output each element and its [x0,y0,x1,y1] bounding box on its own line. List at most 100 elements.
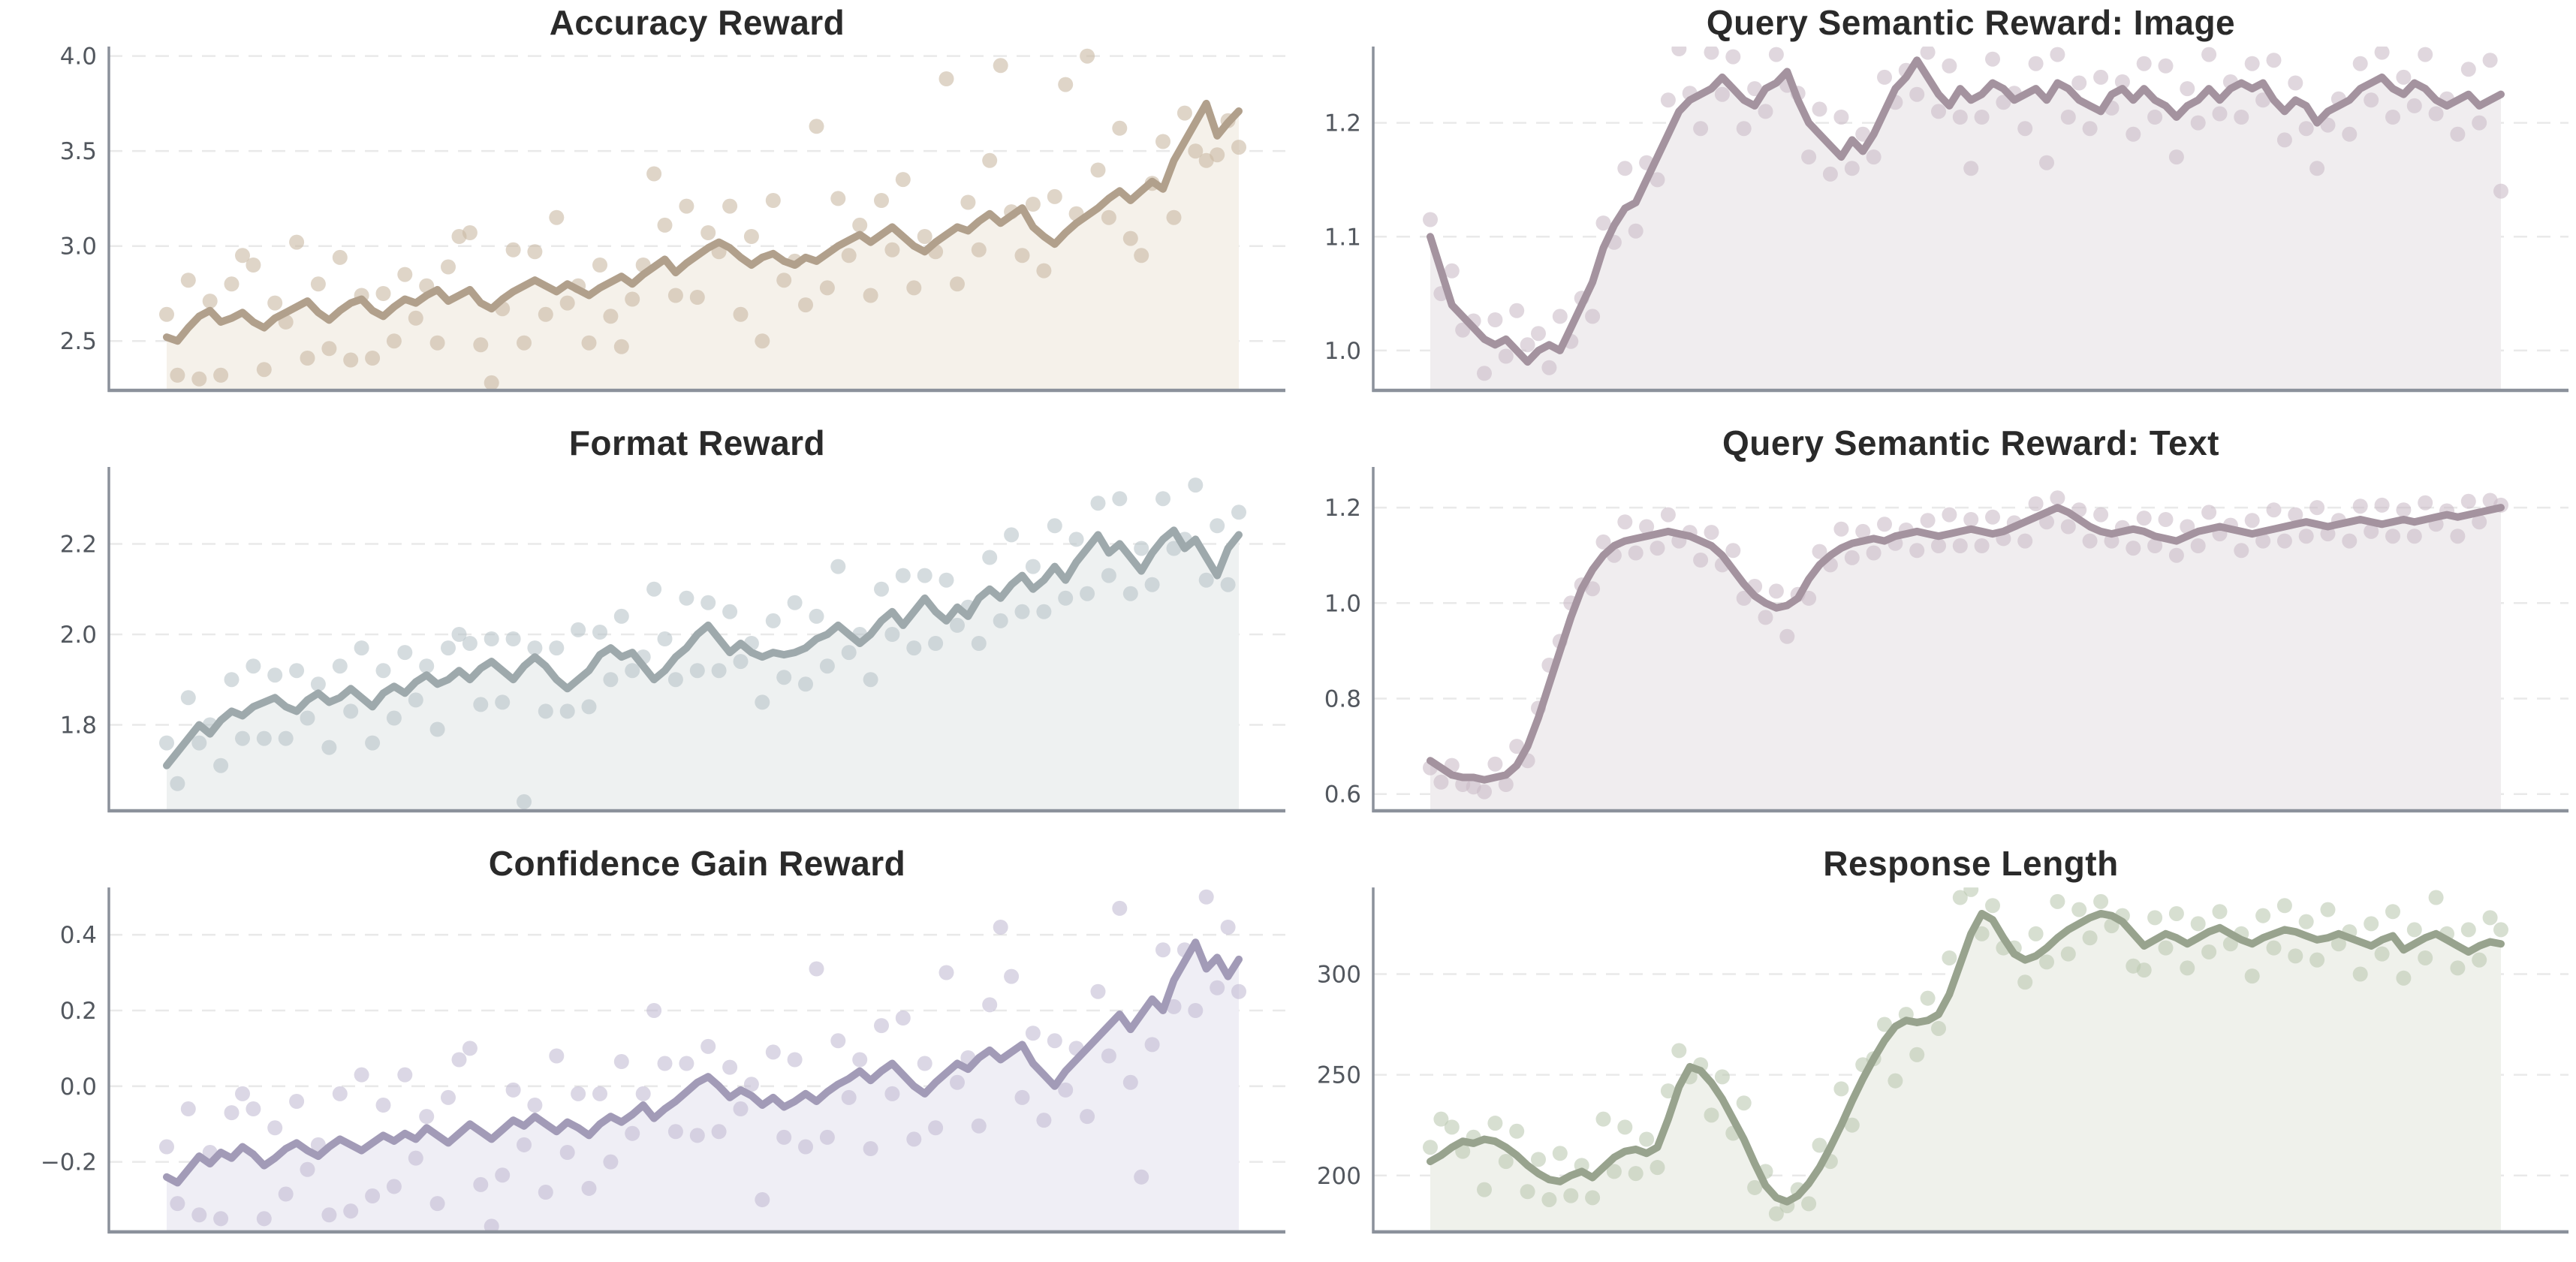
scatter-point [2190,916,2206,932]
scatter-point [505,242,521,258]
scatter-point [755,694,770,710]
scatter-point [798,676,813,692]
scatter-point [1531,326,1546,342]
scatter-point [571,1086,586,1101]
scatter-point [1036,263,1052,279]
scatter-point [235,248,250,264]
scatter-point [1704,47,1719,60]
scatter-point [2266,53,2282,68]
format-reward-chart: 1.8 2.0 2.2 [60,467,1285,813]
trend-line [163,526,1243,770]
scatter-point [1112,491,1128,507]
scatter-point [278,1186,294,1202]
scatter-point [2136,962,2152,978]
scatter-point [441,259,456,275]
scatter-point [559,1145,575,1161]
scatter-point [159,306,174,322]
scatter-point [1477,1182,1492,1197]
scatter-point [1014,604,1030,619]
scatter-point [2450,126,2466,142]
scatter-point [538,703,553,719]
trend-line [163,938,1243,1187]
scatter-point [667,672,683,688]
y-tick-label: 0.6 [1324,782,1361,809]
scatter-point [863,1141,878,1157]
scatter-point [191,1207,207,1223]
scatter-point [1617,1119,1633,1135]
trend-line [1427,504,2505,784]
scatter-point [2428,106,2444,122]
scatter-point [441,640,456,656]
scatter-point [711,1124,727,1140]
scatter-point [2364,523,2379,539]
scatter-point [1693,121,1709,137]
scatter-point [1617,514,1633,530]
scatter-point [1477,366,1492,381]
scatter-point [971,1118,987,1134]
scatter-point [2276,533,2292,549]
scatter-point [809,119,824,134]
scatter-point [592,1086,607,1101]
scatter-point [495,694,511,710]
scatter-point [538,306,553,322]
scatter-point [1736,1095,1752,1111]
plot-area [159,48,1246,390]
scatter-point [1747,81,1763,97]
panel-response-length: Response Length 200 250 300 [1288,841,2576,1262]
scatter-point [1444,1119,1460,1135]
scatter-point [809,961,824,977]
scatter-point [863,672,878,688]
scatter-point [613,608,629,624]
scatter-point [2050,893,2065,909]
scatter-point [993,613,1008,628]
scatter-point [917,1056,932,1071]
scatter-point [2255,533,2271,549]
scatter-point [2028,926,2044,941]
scatter-point [679,198,694,214]
scatter-point [755,333,770,349]
scatter-point [895,568,911,583]
scatter-point [1112,120,1128,136]
scatter-point [1942,950,1957,965]
scatter-point [1585,581,1601,597]
scatter-point [1004,527,1020,543]
scatter-point [1844,1117,1860,1133]
y-tick-label: 1.2 [1324,110,1361,137]
scatter-point [1714,86,1730,102]
trend-line [1427,56,2505,366]
scatter-point [1909,543,1925,559]
scatter-point [960,194,976,210]
panel-confidence-gain-reward: Confidence Gain Reward −0.2 0.0 0.2 0.4 [0,841,1288,1262]
scatter-point [2406,922,2422,938]
scatter-point [722,604,738,619]
scatter-point [841,248,857,264]
scatter-point [1531,1152,1546,1167]
scatter-point [1952,110,1968,125]
scatter-point [1552,309,1568,324]
scatter-point [625,1125,640,1141]
scatter-point [906,280,922,296]
scatter-point [1974,538,1990,553]
scatter-point [505,631,521,646]
scatter-point [950,276,965,292]
scatter-point [1985,51,2000,67]
scatter-point [776,670,792,685]
scatter-point [863,288,878,303]
scatter-point [170,1196,185,1212]
scatter-point [1812,101,1827,117]
scatter-point [2190,538,2206,553]
scatter-point [1509,303,1525,318]
scatter-point [256,1211,272,1227]
scatter-point [278,730,294,746]
scatter-point [971,636,987,651]
query-semantic-text-chart: 0.6 0.8 1.0 1.2 [1324,467,2568,813]
scatter-point [928,1120,944,1136]
scatter-point [462,225,478,240]
scatter-point [928,636,944,651]
scatter-point [689,663,705,679]
scatter-point [1888,1073,1903,1089]
scatter-point [765,1044,781,1060]
scatter-point [679,590,694,606]
scatter-point [787,595,803,610]
scatter-point [1231,983,1246,999]
